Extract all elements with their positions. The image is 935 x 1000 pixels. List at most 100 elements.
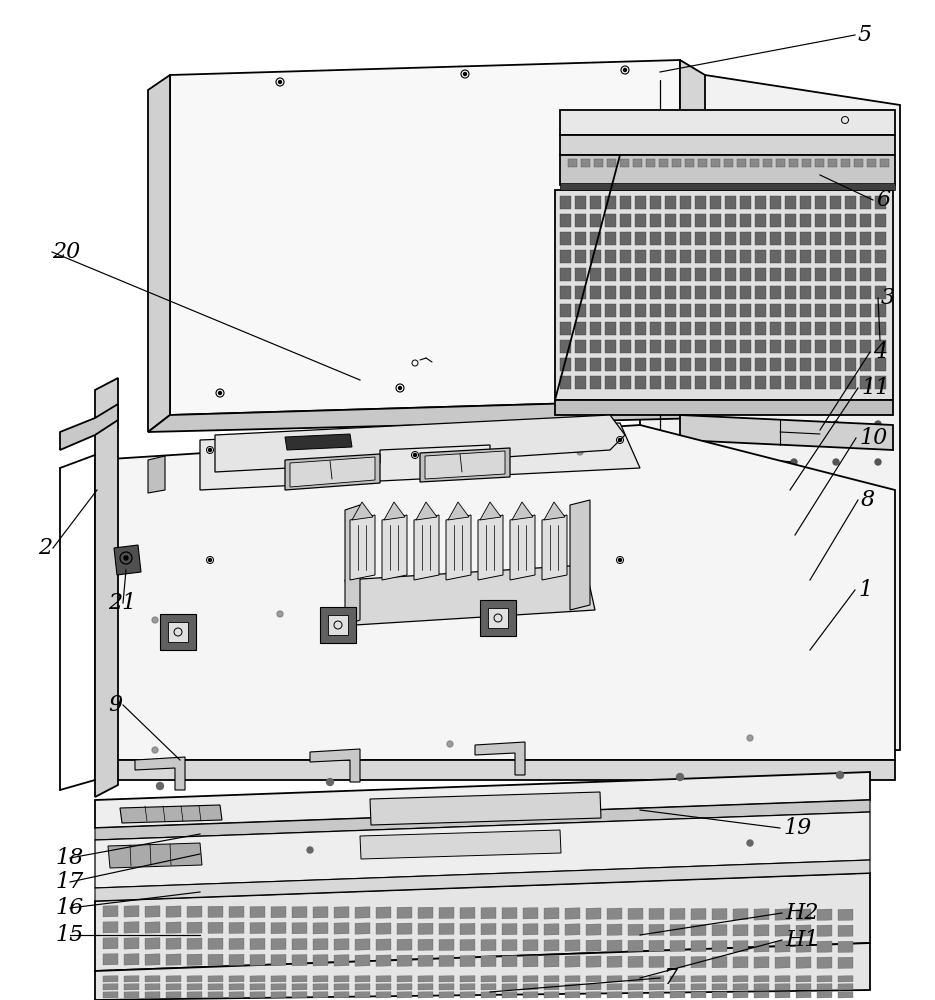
Polygon shape [817,976,832,982]
Text: H2: H2 [785,902,818,924]
Polygon shape [560,214,571,227]
Polygon shape [755,214,766,227]
Polygon shape [875,232,886,245]
Polygon shape [187,954,202,965]
Polygon shape [860,286,871,299]
Polygon shape [695,376,706,389]
Polygon shape [475,742,525,775]
Polygon shape [725,268,736,281]
Polygon shape [755,232,766,245]
Circle shape [791,345,797,351]
Polygon shape [695,250,706,263]
Polygon shape [770,196,781,209]
Polygon shape [665,268,676,281]
Polygon shape [691,940,706,952]
Circle shape [152,617,158,623]
Polygon shape [605,340,616,353]
Polygon shape [607,924,622,935]
Polygon shape [145,954,160,965]
Polygon shape [755,286,766,299]
Circle shape [707,687,713,693]
Polygon shape [418,976,433,982]
Polygon shape [418,907,433,918]
Polygon shape [103,938,118,949]
Polygon shape [575,268,586,281]
Polygon shape [659,159,668,167]
Polygon shape [166,954,181,965]
Circle shape [791,573,797,579]
Polygon shape [740,304,751,317]
Polygon shape [114,545,141,575]
Polygon shape [523,908,538,919]
Polygon shape [488,608,508,628]
Polygon shape [875,376,886,389]
Polygon shape [160,614,196,650]
Circle shape [791,307,797,313]
Polygon shape [740,214,751,227]
Polygon shape [650,232,661,245]
Circle shape [749,687,755,693]
Polygon shape [770,268,781,281]
Text: 16: 16 [55,897,83,919]
Text: 2: 2 [38,537,52,559]
Polygon shape [397,992,412,998]
Polygon shape [755,250,766,263]
Polygon shape [830,340,841,353]
Polygon shape [334,955,349,966]
Circle shape [749,383,755,389]
Polygon shape [815,268,826,281]
Text: 3: 3 [881,287,895,309]
Polygon shape [838,909,853,920]
Polygon shape [695,286,706,299]
Polygon shape [208,938,223,950]
Polygon shape [60,404,118,450]
Polygon shape [560,358,571,371]
Circle shape [749,421,755,427]
Polygon shape [789,159,798,167]
Polygon shape [124,992,139,998]
Circle shape [577,599,583,605]
Circle shape [833,649,839,655]
Polygon shape [770,232,781,245]
Polygon shape [646,159,655,167]
Circle shape [624,68,626,72]
Polygon shape [355,939,370,950]
Polygon shape [544,940,559,951]
Polygon shape [710,250,721,263]
Polygon shape [691,976,706,982]
Polygon shape [620,358,631,371]
Polygon shape [710,232,721,245]
Circle shape [749,307,755,313]
Circle shape [791,535,797,541]
Polygon shape [334,984,349,990]
Polygon shape [680,286,691,299]
Polygon shape [815,286,826,299]
Polygon shape [670,984,685,990]
Polygon shape [605,250,616,263]
Polygon shape [670,992,685,998]
Polygon shape [95,943,870,1000]
Polygon shape [560,183,895,190]
Polygon shape [418,939,433,950]
Polygon shape [481,976,496,982]
Polygon shape [755,340,766,353]
Polygon shape [712,908,727,920]
Polygon shape [815,322,826,335]
Polygon shape [229,984,244,990]
Polygon shape [838,992,853,998]
Polygon shape [590,304,601,317]
Circle shape [464,73,467,76]
Polygon shape [691,992,706,998]
Polygon shape [830,304,841,317]
Polygon shape [575,250,586,263]
Polygon shape [166,938,181,949]
Polygon shape [712,924,727,936]
Polygon shape [523,924,538,935]
Polygon shape [680,196,691,209]
Polygon shape [650,214,661,227]
Polygon shape [481,939,496,951]
Polygon shape [680,340,691,353]
Polygon shape [770,340,781,353]
Polygon shape [700,455,790,538]
Polygon shape [502,984,517,990]
